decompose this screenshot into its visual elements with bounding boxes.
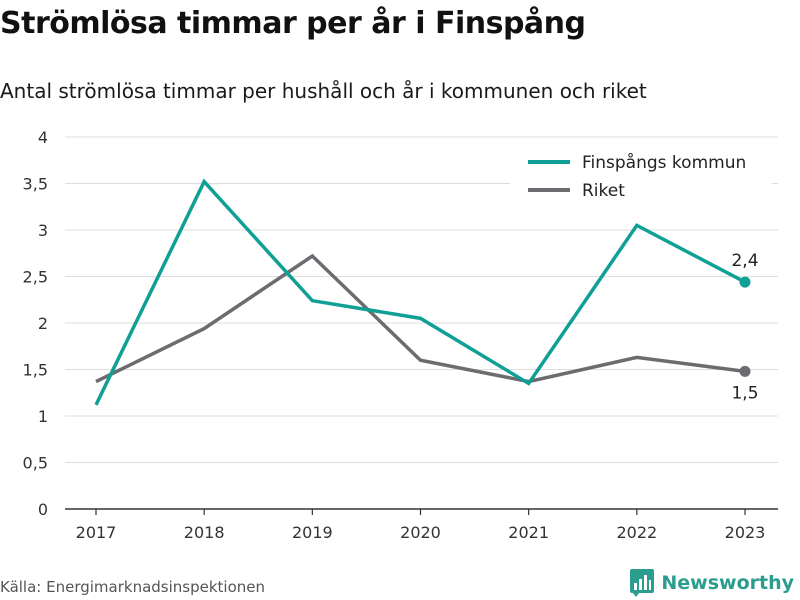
- chart-title: Strömlösa timmar per år i Finspång: [0, 6, 586, 41]
- y-tick-label: 3: [38, 221, 48, 240]
- x-tick-label: 2017: [76, 523, 117, 542]
- end-point-finspang: [739, 276, 751, 288]
- series-lines: [94, 178, 751, 406]
- y-tick-label: 4: [38, 128, 48, 147]
- end-label-finspang: 2,4: [731, 251, 758, 271]
- y-tick-label: 0,5: [23, 454, 48, 473]
- x-tick-label: 2018: [184, 523, 225, 542]
- line-chart: 00,511,522,533,54 2017 2018 2019 2020 2021 20…: [23, 128, 778, 542]
- y-axis-tick-labels: 0 0,5 1 1,5 2 2,5 3 3,5 4: [23, 128, 48, 519]
- end-labels: 2,4 1,5: [731, 251, 758, 403]
- y-tick-label: 2: [38, 314, 48, 333]
- y-tick-label: 1,5: [23, 361, 48, 380]
- x-tick-label: 2022: [616, 523, 657, 542]
- newsworthy-logo-icon: [630, 569, 655, 597]
- x-tick-label: 2020: [400, 523, 441, 542]
- brand-name: Newsworthy: [661, 572, 794, 594]
- y-tick-label: 0: [38, 500, 48, 519]
- x-tick-label: 2023: [725, 523, 766, 542]
- legend-label-finspang: Finspångs kommun: [582, 152, 746, 173]
- legend: Finspångs kommun Riket: [510, 146, 772, 204]
- end-label-riket: 1,5: [731, 383, 758, 403]
- x-axis: 2017 2018 2019 2020 2021 2022 2023: [65, 508, 778, 542]
- source-note: Källa: Energimarknadsinspektionen: [0, 578, 266, 596]
- series-line-finspang: [94, 178, 746, 406]
- brand-logo: Newsworthy: [630, 568, 794, 598]
- end-point-riket: [739, 365, 751, 377]
- chart-subtitle: Antal strömlösa timmar per hushåll och å…: [0, 79, 647, 103]
- x-tick-label: 2019: [292, 523, 333, 542]
- legend-background: [510, 146, 772, 204]
- y-tick-label: 3,5: [23, 175, 48, 194]
- x-tick-label: 2021: [508, 523, 549, 542]
- series-line-riket: [95, 253, 746, 384]
- legend-label-riket: Riket: [582, 181, 625, 201]
- y-tick-label: 1: [38, 407, 48, 426]
- y-tick-label: 2,5: [23, 268, 48, 287]
